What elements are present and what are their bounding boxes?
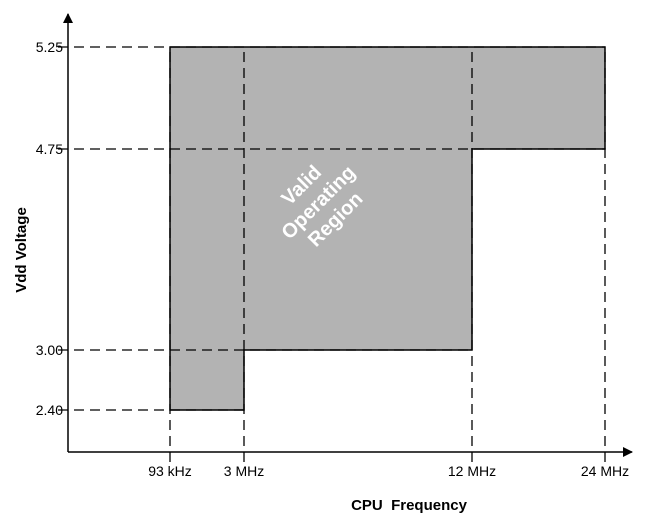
valid-operating-region	[170, 47, 605, 410]
x-tick-label: 93 kHz	[148, 463, 192, 479]
y-tick-label: 4.75	[36, 141, 63, 157]
x-tick-label: 24 MHz	[581, 463, 629, 479]
y-axis-label: Vdd Voltage	[13, 207, 30, 293]
y-tick-label: 3.00	[36, 342, 63, 358]
y-tick-label: 5.25	[36, 39, 63, 55]
x-tick-label: 3 MHz	[224, 463, 264, 479]
x-tick-label: 12 MHz	[448, 463, 496, 479]
x-axis-label: CPU Frequency	[351, 497, 468, 514]
y-tick-label: 2.40	[36, 402, 63, 418]
